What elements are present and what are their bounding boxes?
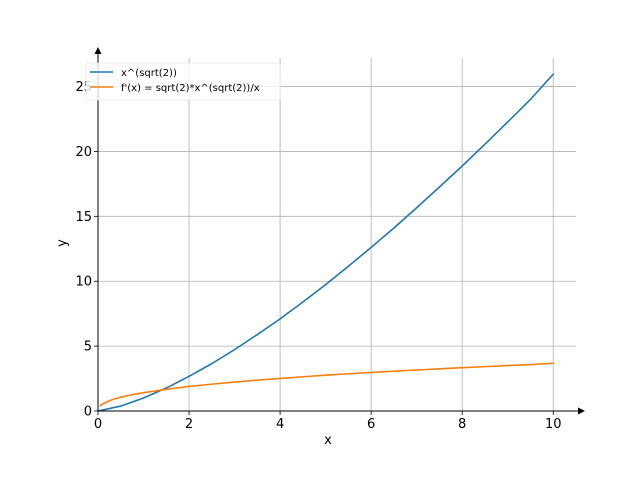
series-1-point — [279, 318, 281, 320]
series-1-point — [143, 397, 145, 399]
series-2-point — [234, 381, 236, 383]
series-1-point — [325, 284, 327, 286]
series-2-point — [416, 369, 418, 371]
series-2-point — [552, 362, 554, 364]
series-2-point — [211, 383, 213, 385]
grid-lines — [98, 58, 576, 411]
series-2-point — [439, 368, 441, 370]
series-1-point — [257, 334, 259, 336]
series-layer — [97, 73, 555, 412]
y-tick-label: 0 — [84, 405, 92, 420]
series-2-point — [143, 392, 145, 394]
series-2-point — [348, 373, 350, 375]
series-2-point — [279, 378, 281, 380]
series-1-point — [188, 376, 190, 378]
series-1-point — [302, 301, 304, 303]
y-tick-label: 10 — [75, 275, 92, 290]
series-1-point — [348, 265, 350, 267]
series-2-point — [325, 374, 327, 376]
series-2-point — [393, 370, 395, 372]
series-1-point — [461, 165, 463, 167]
legend-label-series-1: x^(sqrt(2)) — [121, 68, 177, 79]
series-1-point — [416, 207, 418, 209]
x-tick-label: 4 — [276, 417, 284, 432]
y-axis-label: y — [55, 239, 70, 247]
series-2-point — [370, 372, 372, 374]
y-tick-label: 5 — [84, 340, 92, 355]
series-2-point — [99, 405, 101, 407]
series-1-point — [530, 99, 532, 101]
series-line-1 — [97, 73, 555, 412]
y-tick-label: 20 — [75, 145, 92, 160]
series-1-point — [552, 73, 554, 75]
x-tick-label: 8 — [458, 417, 466, 432]
x-tick-label: 2 — [185, 417, 193, 432]
series-1-point — [507, 121, 509, 123]
series-line-2 — [99, 362, 555, 407]
series-2-point — [109, 400, 111, 402]
legend-box — [85, 62, 281, 101]
x-tick-label: 6 — [367, 417, 375, 432]
x-axis-label: x — [324, 433, 332, 448]
axes — [94, 47, 585, 415]
series-1-point — [484, 143, 486, 145]
series-2-point — [530, 364, 532, 366]
series-2-point — [461, 367, 463, 369]
x-axis-arrow — [578, 407, 585, 415]
series-2-point — [484, 366, 486, 368]
legend: x^(sqrt(2)) f'(x) = sqrt(2)*x^(sqrt(2))/… — [85, 62, 281, 101]
series-1-point — [120, 405, 122, 407]
x-tick-label: 10 — [545, 417, 562, 432]
series-2-point — [120, 396, 122, 398]
series-2-point — [165, 389, 167, 391]
legend-label-series-2: f'(x) = sqrt(2)*x^(sqrt(2))/x — [121, 83, 260, 94]
y-axis-arrow — [94, 47, 102, 54]
x-tick-label: 0 — [94, 417, 102, 432]
series-1-point — [234, 349, 236, 351]
series-2-point — [507, 365, 509, 367]
series-2-point — [257, 379, 259, 381]
series-2-point — [188, 386, 190, 388]
series-1-point — [439, 186, 441, 188]
series-1-point — [370, 247, 372, 249]
series-2-point — [102, 403, 104, 405]
series-2-point — [302, 376, 304, 378]
series-1-point — [211, 363, 213, 365]
series-2-point — [131, 394, 133, 396]
y-tick-label: 15 — [75, 210, 92, 225]
series-1-point — [393, 227, 395, 229]
